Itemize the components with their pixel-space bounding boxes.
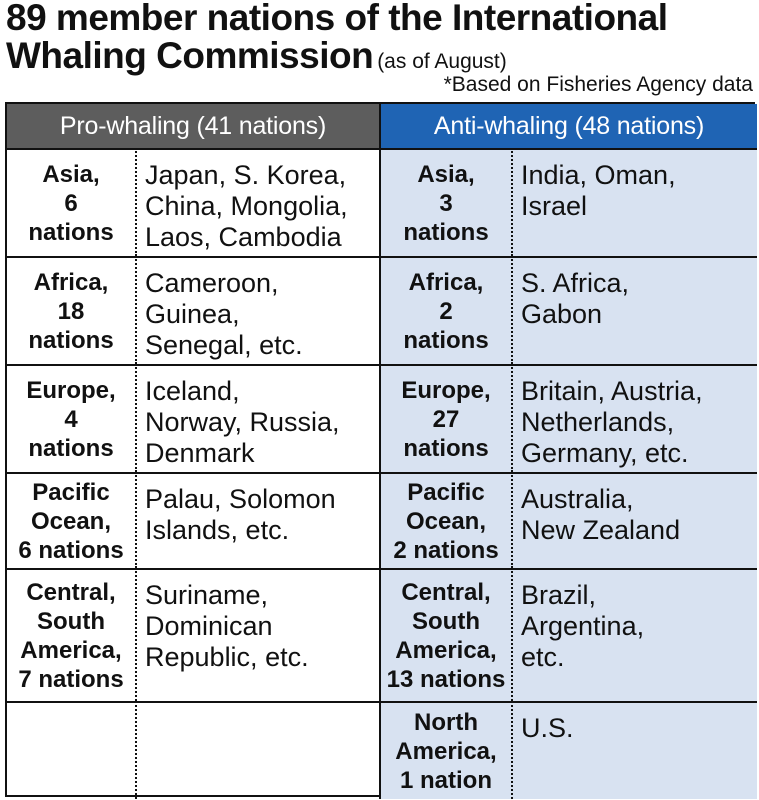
iwc-members-table: Pro-whaling (41 nations) Anti-whaling (4… bbox=[5, 102, 757, 799]
pro-region-pacific-label: Pacific Ocean, 6 nations bbox=[18, 478, 124, 564]
anti-region-pacific: Pacific Ocean, 2 nations bbox=[381, 472, 513, 568]
page-title-line2: Whaling Commission (as of August) bbox=[6, 36, 507, 84]
anti-list-central-south-america-text: Brazil, Argentina, etc. bbox=[521, 580, 645, 672]
anti-list-pacific: Australia, New Zealand bbox=[513, 472, 757, 568]
pro-list-empty bbox=[137, 701, 381, 799]
pro-region-asia: Asia, 6 nations bbox=[7, 148, 137, 256]
pro-region-pacific: Pacific Ocean, 6 nations bbox=[7, 472, 137, 568]
pro-region-europe: Europe, 4 nations bbox=[7, 364, 137, 472]
anti-list-pacific-text: Australia, New Zealand bbox=[521, 484, 681, 545]
pro-list-asia-text: Japan, S. Korea, China, Mongolia, Laos, … bbox=[145, 160, 348, 252]
pro-list-central-south-america-text: Suriname, Dominican Republic, etc. bbox=[145, 580, 309, 672]
anti-region-africa-label: Africa, 2 nations bbox=[403, 268, 489, 354]
anti-region-europe: Europe, 27 nations bbox=[381, 364, 513, 472]
anti-list-africa-text: S. Africa, Gabon bbox=[521, 268, 630, 329]
pro-list-europe-text: Iceland, Norway, Russia, Denmark bbox=[145, 376, 340, 468]
date-note: (as of August) bbox=[377, 50, 507, 73]
anti-list-north-america: U.S. bbox=[513, 701, 757, 799]
anti-region-central-south-america-label: Central, South America, 13 nations bbox=[386, 578, 506, 693]
anti-list-north-america-text: U.S. bbox=[521, 713, 574, 743]
pro-region-central-south-america: Central, South America, 7 nations bbox=[7, 568, 137, 701]
pro-list-pacific: Palau, Solomon Islands, etc. bbox=[137, 472, 381, 568]
anti-region-asia: Asia, 3 nations bbox=[381, 148, 513, 256]
pro-region-africa-label: Africa, 18 nations bbox=[28, 268, 114, 354]
anti-list-europe: Britain, Austria, Netherlands, Germany, … bbox=[513, 364, 757, 472]
page-title-main: Whaling Commission bbox=[6, 35, 374, 76]
pro-region-europe-label: Europe, 4 nations bbox=[26, 376, 116, 462]
anti-list-europe-text: Britain, Austria, Netherlands, Germany, … bbox=[521, 376, 703, 468]
pro-region-asia-label: Asia, 6 nations bbox=[28, 160, 114, 246]
anti-region-north-america-label: North America, 1 nation bbox=[395, 708, 497, 794]
page-title-line1: 89 member nations of the International bbox=[6, 0, 668, 38]
anti-region-africa: Africa, 2 nations bbox=[381, 256, 513, 364]
anti-region-north-america: North America, 1 nation bbox=[381, 701, 513, 799]
anti-list-africa: S. Africa, Gabon bbox=[513, 256, 757, 364]
anti-region-central-south-america: Central, South America, 13 nations bbox=[381, 568, 513, 701]
pro-list-africa: Cameroon, Guinea, Senegal, etc. bbox=[137, 256, 381, 364]
anti-region-europe-label: Europe, 27 nations bbox=[401, 376, 491, 462]
pro-list-central-south-america: Suriname, Dominican Republic, etc. bbox=[137, 568, 381, 701]
pro-list-asia: Japan, S. Korea, China, Mongolia, Laos, … bbox=[137, 148, 381, 256]
pro-region-central-south-america-label: Central, South America, 7 nations bbox=[18, 578, 124, 693]
pro-list-africa-text: Cameroon, Guinea, Senegal, etc. bbox=[145, 268, 303, 360]
anti-whaling-header: Anti-whaling (48 nations) bbox=[381, 104, 757, 148]
pro-region-empty bbox=[7, 701, 137, 799]
pro-list-pacific-text: Palau, Solomon Islands, etc. bbox=[145, 484, 336, 545]
anti-region-asia-label: Asia, 3 nations bbox=[403, 160, 489, 246]
anti-list-asia-text: India, Oman, Israel bbox=[521, 160, 676, 221]
pro-region-africa: Africa, 18 nations bbox=[7, 256, 137, 364]
source-note: *Based on Fisheries Agency data bbox=[443, 73, 753, 96]
pro-whaling-header: Pro-whaling (41 nations) bbox=[7, 104, 381, 148]
anti-list-central-south-america: Brazil, Argentina, etc. bbox=[513, 568, 757, 701]
anti-region-pacific-label: Pacific Ocean, 2 nations bbox=[393, 478, 499, 564]
anti-list-asia: India, Oman, Israel bbox=[513, 148, 757, 256]
pro-list-europe: Iceland, Norway, Russia, Denmark bbox=[137, 364, 381, 472]
